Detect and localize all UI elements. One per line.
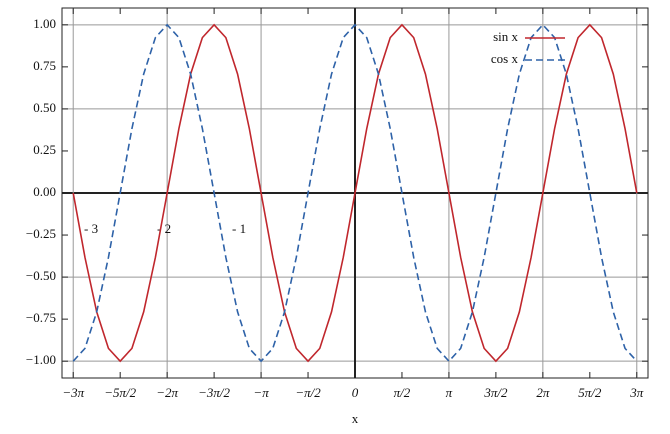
series-line	[72, 23, 638, 363]
x-tick-label: −π/2	[295, 385, 321, 400]
x-tick-label: −5π/2	[104, 385, 136, 400]
x-tick-label: −2π	[156, 385, 178, 400]
y-tick-label: −0.50	[26, 268, 56, 283]
legend-label: sin x	[493, 29, 518, 44]
y-tick-label: 0.25	[33, 142, 56, 157]
x-tick-label: 3π	[629, 385, 644, 400]
x-tick-label: 5π/2	[578, 385, 602, 400]
x-tick-label: π/2	[394, 385, 411, 400]
annotation: - 3	[84, 221, 98, 236]
x-axis-label: x	[352, 411, 359, 426]
x-tick-label: 0	[352, 385, 359, 400]
legend-label: cos x	[491, 51, 519, 66]
x-tick-label: −3π	[62, 385, 84, 400]
x-tick-label: −3π/2	[198, 385, 230, 400]
y-tick-label: −0.25	[26, 226, 56, 241]
x-tick-label: −π	[253, 385, 269, 400]
series-line	[72, 23, 638, 363]
y-tick-label: 0.00	[33, 184, 56, 199]
annotation: - 1	[232, 221, 246, 236]
x-tick-label: π	[446, 385, 453, 400]
y-tick-label: 0.50	[33, 100, 56, 115]
y-tick-label: −0.75	[26, 310, 56, 325]
y-tick-label: 1.00	[33, 16, 56, 31]
y-tick-label: 0.75	[33, 58, 56, 73]
y-tick-label: −1.00	[26, 352, 56, 367]
x-tick-label: 3π/2	[483, 385, 508, 400]
x-tick-label: 2π	[536, 385, 550, 400]
